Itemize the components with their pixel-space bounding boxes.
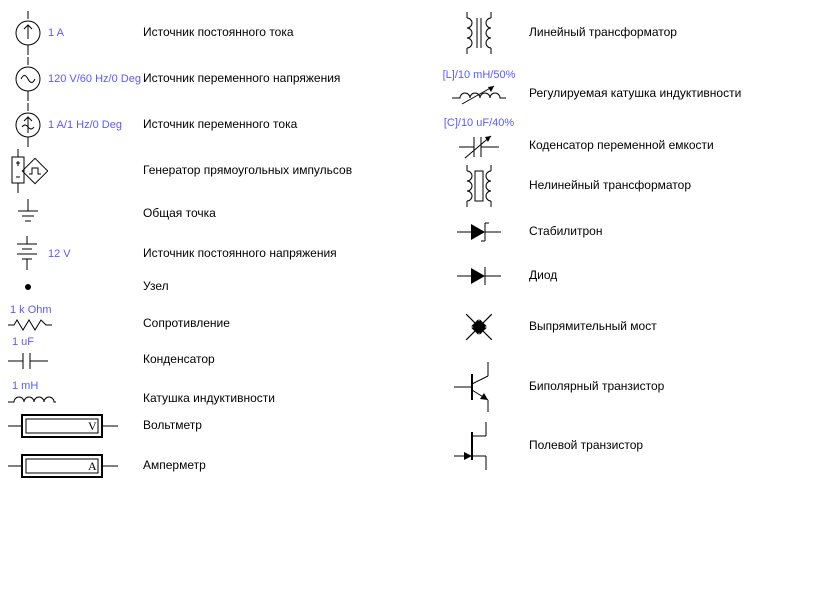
resistor-annotation: 1 k Ohm: [10, 305, 52, 316]
inductor-annotation: 1 mH: [12, 381, 38, 392]
fet-label: Полевой транзистор: [529, 439, 643, 452]
row-bridge-rectifier: Выпрямительный мост: [429, 298, 810, 356]
diode-icon: [429, 264, 529, 288]
nonlinear-transformer-label: Нелинейный трансформатор: [529, 179, 691, 192]
row-resistor: 1 k Ohm Сопротивление: [8, 300, 389, 332]
row-inductor: 1 mH Катушка индуктивности: [8, 372, 389, 406]
resistor-block: 1 k Ohm: [8, 305, 143, 332]
variable-inductor-label: Регулируемая катушка индуктивности: [529, 87, 741, 106]
capacitor-label: Конденсатор: [143, 353, 215, 372]
ammeter-icon: A: [8, 453, 143, 479]
row-node: Узел: [8, 274, 389, 300]
diode-label: Диод: [529, 269, 557, 282]
ac-current-source-annotation: 1 A/1 Hz/0 Deg: [48, 120, 143, 131]
dc-voltage-source-icon: [8, 236, 48, 272]
row-voltmeter: V Вольтметр: [8, 406, 389, 446]
zener-diode-icon: [429, 220, 529, 244]
ammeter-label: Амперметр: [143, 459, 206, 472]
pulse-generator-icon: [8, 149, 48, 193]
inductor-block: 1 mH: [8, 381, 143, 406]
row-dc-voltage-source: 12 V Источник постоянного напряжения: [8, 234, 389, 274]
bridge-rectifier-label: Выпрямительный мост: [529, 320, 657, 333]
ac-voltage-source-icon: [8, 57, 48, 101]
symbol-legend: 1 A Источник постоянного тока 120 V/60 H…: [8, 10, 810, 486]
linear-transformer-icon: [429, 12, 529, 54]
bjt-label: Биполярный транзистор: [529, 380, 664, 393]
row-variable-inductor: [L]/10 mH/50% Регулируемая катушка индук…: [429, 56, 810, 106]
variable-capacitor-block: [C]/10 uF/40%: [429, 118, 529, 162]
node-label: Узел: [143, 280, 169, 293]
variable-capacitor-label: Коденсатор переменной емкости: [529, 139, 714, 162]
capacitor-annotation: 1 uF: [12, 337, 34, 348]
row-ground: Общая точка: [8, 194, 389, 234]
fet-icon: [429, 422, 529, 470]
pulse-generator-label: Генератор прямоугольных импульсов: [143, 164, 352, 177]
inductor-label: Катушка индуктивности: [143, 392, 275, 406]
row-nonlinear-transformer: Нелинейный трансформатор: [429, 162, 810, 210]
dc-current-source-label: Источник постоянного тока: [143, 26, 294, 39]
ac-current-source-label: Источник переменного тока: [143, 118, 297, 131]
capacitor-block: 1 uF: [8, 337, 143, 372]
row-ac-current-source: 1 A/1 Hz/0 Deg Источник переменного тока: [8, 102, 389, 148]
row-capacitor: 1 uF Конденсатор: [8, 332, 389, 372]
row-zener-diode: Стабилитрон: [429, 210, 810, 254]
dc-current-source-icon: [8, 11, 48, 55]
variable-capacitor-annotation: [C]/10 uF/40%: [444, 118, 514, 129]
variable-inductor-block: [L]/10 mH/50%: [429, 70, 529, 106]
ac-current-source-icon: [8, 103, 48, 147]
resistor-label: Сопротивление: [143, 317, 230, 332]
voltmeter-icon: V: [8, 413, 143, 439]
left-column: 1 A Источник постоянного тока 120 V/60 H…: [8, 10, 389, 486]
inductor-icon: [8, 394, 56, 406]
nonlinear-transformer-icon: [429, 165, 529, 207]
dc-voltage-source-annotation: 12 V: [48, 249, 143, 260]
linear-transformer-label: Линейный трансформатор: [529, 26, 677, 39]
row-bjt: Биполярный транзистор: [429, 356, 810, 418]
dc-voltage-source-label: Источник постоянного напряжения: [143, 247, 337, 260]
ac-voltage-source-label: Источник переменного напряжения: [143, 72, 340, 85]
capacitor-icon: [8, 350, 48, 372]
node-icon: [8, 281, 48, 293]
row-pulse-generator: Генератор прямоугольных импульсов: [8, 148, 389, 194]
ac-voltage-source-annotation: 120 V/60 Hz/0 Deg: [48, 74, 143, 85]
row-dc-current-source: 1 A Источник постоянного тока: [8, 10, 389, 56]
dc-current-source-annotation: 1 A: [48, 28, 143, 39]
variable-inductor-icon: [450, 84, 508, 106]
resistor-icon: [8, 318, 52, 332]
row-ammeter: A Амперметр: [8, 446, 389, 486]
bjt-icon: [429, 362, 529, 412]
voltmeter-letter: V: [88, 419, 97, 433]
variable-capacitor-icon: [457, 132, 501, 162]
zener-diode-label: Стабилитрон: [529, 225, 602, 238]
ammeter-letter: A: [88, 459, 97, 473]
row-fet: Полевой транзистор: [429, 418, 810, 474]
voltmeter-label: Вольтметр: [143, 419, 202, 432]
right-column: Линейный трансформатор [L]/10 mH/50% Рег…: [389, 10, 810, 486]
row-linear-transformer: Линейный трансформатор: [429, 10, 810, 56]
variable-inductor-annotation: [L]/10 mH/50%: [443, 70, 516, 81]
row-diode: Диод: [429, 254, 810, 298]
row-ac-voltage-source: 120 V/60 Hz/0 Deg Источник переменного н…: [8, 56, 389, 102]
row-variable-capacitor: [C]/10 uF/40% Коденсатор переменной емко…: [429, 106, 810, 162]
ground-label: Общая точка: [143, 207, 216, 220]
ground-icon: [8, 199, 48, 229]
bridge-rectifier-icon: [429, 303, 529, 351]
